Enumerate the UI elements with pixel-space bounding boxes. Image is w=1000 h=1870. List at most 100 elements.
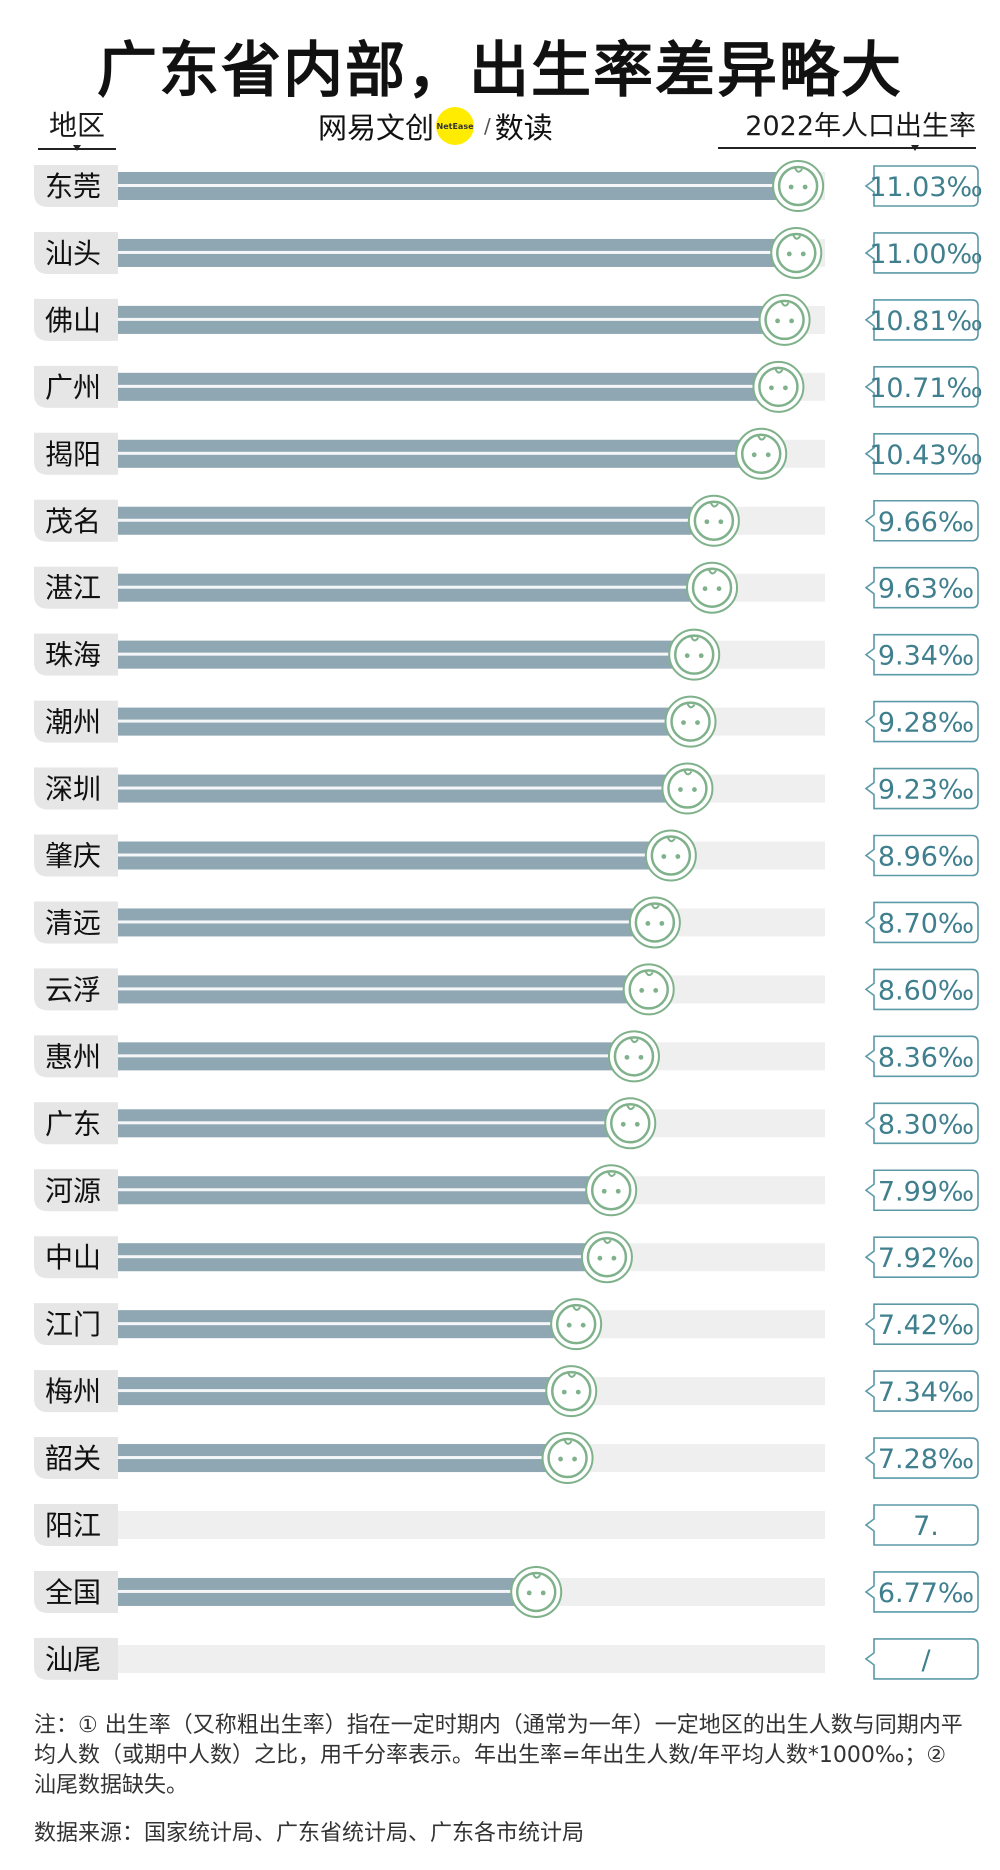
baby-face-icon [664, 695, 717, 748]
value-box [864, 633, 979, 676]
baby-face-icon [550, 1298, 603, 1351]
category-label-bg [34, 1570, 118, 1613]
category-label-bg [34, 432, 118, 475]
data-source: 数据来源：国家统计局、广东省统计局、广东各市统计局 [34, 1821, 585, 1846]
category-label: 河源 [45, 1174, 101, 1207]
value-label: 9.66‰ [878, 507, 974, 538]
bar-stripe [118, 786, 686, 790]
value-box [864, 165, 979, 207]
value-label: 9.28‰ [878, 708, 974, 739]
bar-stripe [118, 184, 797, 187]
category-label: 深圳 [45, 773, 101, 806]
baby-face-icon [585, 1164, 638, 1217]
bar-stripe [118, 1322, 575, 1326]
category-label-bg [34, 365, 118, 408]
bar-stripe [118, 1389, 570, 1393]
category-label-bg [34, 566, 118, 609]
category-label: 全国 [45, 1576, 101, 1609]
baby-face-icon [604, 1097, 657, 1150]
category-label: 茂名 [45, 505, 101, 538]
value-label: 8.70‰ [878, 908, 974, 939]
baby-face-icon [580, 1231, 633, 1284]
category-label-bg [34, 499, 118, 542]
bar-row: 全国 6.77‰ [34, 1565, 979, 1618]
value-label: 10.71‰ [869, 373, 983, 404]
bar-row: 东莞 11.03‰ [34, 160, 983, 212]
category-label-bg [34, 1504, 118, 1546]
footnote: 注：① 出生率（又称粗出生率）指在一定时期内（通常为一年）一定地区的出生人数与同… [34, 1713, 963, 1798]
category-label: 阳江 [45, 1509, 101, 1542]
baby-face-icon [545, 1365, 598, 1418]
bar-row: 揭阳 10.43‰ [34, 427, 983, 480]
bar-row: 河源 7.99‰ [34, 1164, 979, 1217]
value-box [864, 1169, 979, 1212]
category-label-bg [34, 1035, 118, 1078]
category-label: 东莞 [45, 170, 101, 203]
category-label-bg [34, 165, 118, 207]
value-label: 10.81‰ [869, 306, 983, 337]
value-box [864, 433, 979, 475]
bar-row: 深圳 9.23‰ [34, 762, 979, 815]
value-label: 7.34‰ [878, 1377, 974, 1408]
baby-face-icon [686, 561, 739, 614]
value-box [864, 901, 979, 944]
baby-face-icon [541, 1432, 594, 1485]
bar-stripe [118, 719, 689, 723]
rate-header-caret [911, 145, 919, 151]
baby-face-icon [607, 1030, 660, 1083]
category-label: 梅州 [45, 1375, 101, 1408]
category-label: 广州 [45, 371, 101, 404]
baby-face-icon [758, 293, 811, 346]
bar-row: 汕尾 / [34, 1637, 979, 1680]
value-label: 11.00‰ [869, 239, 983, 270]
value-label: 9.63‰ [878, 574, 974, 605]
category-label: 清远 [45, 906, 101, 939]
bar-stripe [118, 652, 693, 656]
category-label: 广东 [45, 1107, 101, 1140]
category-label-bg [34, 298, 118, 341]
category-label-bg [34, 1303, 118, 1346]
netease-logo-icon: NetEase [436, 107, 475, 145]
bar-row: 肇庆 8.96‰ [34, 829, 979, 882]
category-label: 湛江 [45, 572, 101, 605]
value-box [864, 1370, 979, 1412]
category-label: 肇庆 [45, 840, 101, 873]
value-label: 8.96‰ [878, 842, 974, 873]
category-label-bg [34, 1370, 118, 1413]
value-label: 9.34‰ [878, 641, 974, 672]
category-label-bg [34, 901, 118, 944]
bar-stripe [118, 585, 711, 589]
category-label: 韶关 [45, 1442, 101, 1475]
bar-stripe [118, 1456, 566, 1460]
brand-logo: 网易文创 NetEase / 数读 [318, 106, 553, 146]
category-label: 汕尾 [45, 1643, 101, 1676]
value-box [864, 366, 979, 408]
category-label: 珠海 [45, 639, 101, 672]
bar-chart: 东莞 11.03‰ 汕头 11.00‰ 佛山 10.81‰ 广州 10.71‰ 揭阳 10.43‰… [34, 160, 983, 1680]
bar-row: 梅州 7.34‰ [34, 1365, 979, 1418]
category-label-bg [34, 1236, 118, 1279]
value-label: / [921, 1645, 931, 1676]
value-box [864, 232, 979, 274]
category-label-bg [34, 700, 118, 743]
bar-row: 云浮 8.60‰ [34, 963, 979, 1016]
baby-face-icon [628, 896, 681, 949]
value-box [864, 834, 979, 877]
category-label-bg [34, 1437, 118, 1480]
bar-row: 汕头 11.00‰ [34, 226, 983, 279]
category-label-bg [34, 633, 118, 676]
region-header-caret [73, 145, 81, 151]
value-box [864, 968, 979, 1011]
category-label-bg [34, 1102, 118, 1145]
bar-stripe [118, 920, 653, 924]
baby-face-icon [622, 963, 675, 1016]
bar-stripe [118, 1589, 535, 1593]
value-box [864, 1303, 979, 1345]
category-label-bg [34, 968, 118, 1011]
bar-stripe [118, 1054, 632, 1058]
baby-face-icon [644, 829, 697, 882]
category-label: 江门 [45, 1308, 101, 1341]
bar-stripe [118, 1188, 610, 1192]
bar-row: 中山 7.92‰ [34, 1231, 979, 1284]
baby-face-icon [735, 427, 788, 480]
